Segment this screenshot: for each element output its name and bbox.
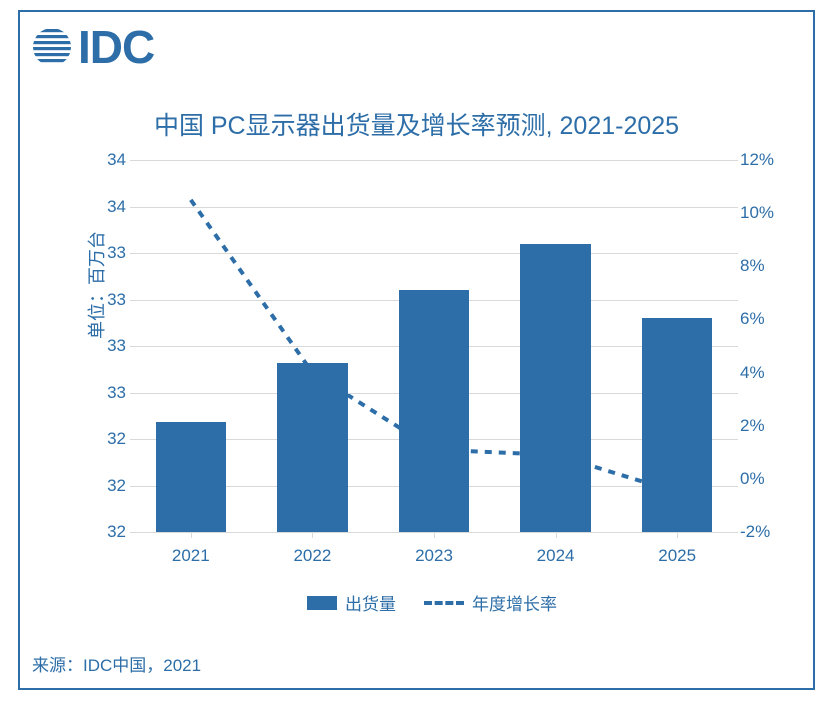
legend-bar-label: 出货量 xyxy=(345,590,396,615)
gridline xyxy=(130,160,738,161)
y-tick-right: 6% xyxy=(740,309,788,329)
chart-frame: IDC 中国 PC显示器出货量及增长率预测, 2021-2025 单位：百万台 … xyxy=(18,10,815,690)
idc-logo-text: IDC xyxy=(78,20,154,74)
y-tick-left: 33 xyxy=(100,290,126,310)
chart-area: 323232333333333434-2%0%2%4%6%8%10%12%202… xyxy=(82,152,782,592)
y-tick-right: 8% xyxy=(740,256,788,276)
legend-item-bar: 出货量 xyxy=(307,590,396,615)
bar xyxy=(399,290,470,532)
legend-item-line: 年度增长率 xyxy=(424,590,557,615)
y-tick-right: 0% xyxy=(740,469,788,489)
y-tick-left: 33 xyxy=(100,243,126,263)
y-tick-left: 34 xyxy=(100,150,126,170)
y-tick-left: 32 xyxy=(100,429,126,449)
gridline xyxy=(130,207,738,208)
chart-title: 中国 PC显示器出货量及增长率预测, 2021-2025 xyxy=(20,106,813,142)
idc-logo: IDC xyxy=(32,20,154,74)
x-tick xyxy=(556,532,557,538)
source-text: 来源：IDC中国，2021 xyxy=(32,651,201,676)
plot-region: 323232333333333434-2%0%2%4%6%8%10%12%202… xyxy=(130,160,738,532)
y-tick-right: 12% xyxy=(740,150,788,170)
x-tick-label: 2023 xyxy=(415,546,453,566)
gridline xyxy=(130,253,738,254)
bar xyxy=(520,244,591,532)
x-tick xyxy=(434,532,435,538)
x-tick xyxy=(191,532,192,538)
y-tick-left: 32 xyxy=(100,522,126,542)
x-tick xyxy=(677,532,678,538)
legend-dash-swatch xyxy=(424,601,464,605)
y-tick-right: 2% xyxy=(740,416,788,436)
x-tick-label: 2021 xyxy=(172,546,210,566)
bar xyxy=(156,422,227,532)
y-tick-left: 34 xyxy=(100,197,126,217)
legend-bar-swatch xyxy=(307,596,337,610)
x-tick xyxy=(312,532,313,538)
legend: 出货量 年度增长率 xyxy=(82,590,782,615)
bar xyxy=(277,363,348,532)
x-tick-label: 2024 xyxy=(537,546,575,566)
idc-logo-icon xyxy=(32,27,72,67)
y-tick-right: -2% xyxy=(740,522,788,542)
legend-line-label: 年度增长率 xyxy=(472,590,557,615)
x-tick-label: 2022 xyxy=(293,546,331,566)
y-tick-left: 33 xyxy=(100,383,126,403)
x-tick-label: 2025 xyxy=(658,546,696,566)
bar xyxy=(642,318,713,532)
y-tick-left: 32 xyxy=(100,476,126,496)
y-tick-left: 33 xyxy=(100,336,126,356)
y-tick-right: 4% xyxy=(740,363,788,383)
y-tick-right: 10% xyxy=(740,203,788,223)
